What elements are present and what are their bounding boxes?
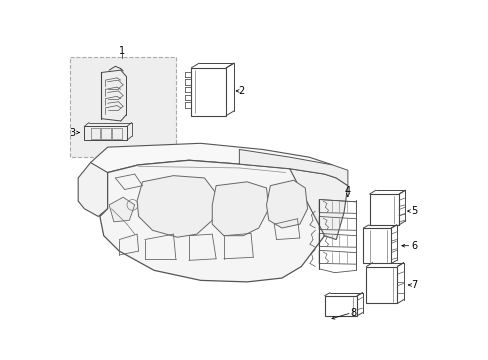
Polygon shape xyxy=(100,160,324,282)
Text: 5: 5 xyxy=(410,206,417,216)
Polygon shape xyxy=(109,197,135,222)
Polygon shape xyxy=(137,176,216,237)
Polygon shape xyxy=(90,143,332,178)
Text: 7: 7 xyxy=(410,280,417,290)
Polygon shape xyxy=(212,182,268,236)
Text: 4: 4 xyxy=(344,186,350,196)
Bar xyxy=(70,57,176,157)
Text: 1: 1 xyxy=(118,46,124,56)
Text: 3: 3 xyxy=(69,127,75,138)
Text: 8: 8 xyxy=(349,308,356,318)
Text: 6: 6 xyxy=(410,241,417,251)
Polygon shape xyxy=(239,149,347,186)
Polygon shape xyxy=(266,180,307,228)
Polygon shape xyxy=(78,163,107,216)
Text: 2: 2 xyxy=(237,86,244,96)
Polygon shape xyxy=(289,169,347,239)
